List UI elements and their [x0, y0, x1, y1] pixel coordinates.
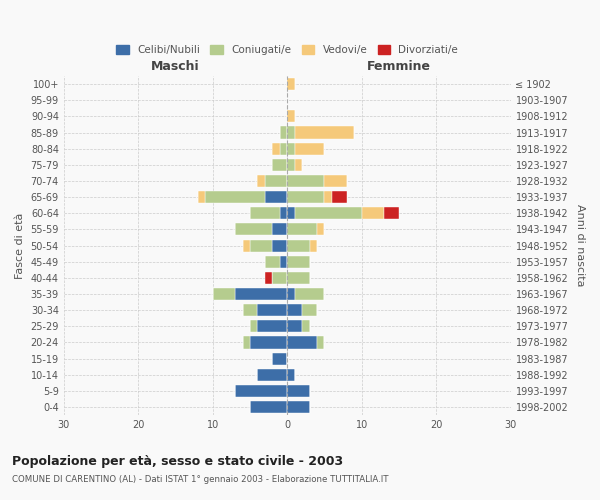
Bar — [287, 207, 295, 220]
Bar — [287, 320, 302, 332]
Text: Maschi: Maschi — [151, 60, 200, 73]
Bar — [295, 288, 325, 300]
Bar — [287, 385, 310, 397]
Bar — [265, 272, 272, 284]
Bar — [242, 240, 250, 252]
Bar — [287, 401, 310, 413]
Bar — [325, 191, 332, 203]
Bar — [272, 352, 287, 364]
Bar — [287, 256, 310, 268]
Bar — [287, 240, 310, 252]
Bar — [287, 126, 295, 138]
Bar — [242, 336, 250, 348]
Bar — [295, 126, 354, 138]
Bar — [257, 304, 287, 316]
Bar — [257, 368, 287, 381]
Bar — [287, 78, 295, 90]
Bar — [302, 304, 317, 316]
Bar — [198, 191, 205, 203]
Bar — [287, 304, 302, 316]
Bar — [287, 288, 295, 300]
Bar — [280, 126, 287, 138]
Bar — [280, 207, 287, 220]
Bar — [265, 175, 287, 187]
Bar — [325, 175, 347, 187]
Bar — [310, 240, 317, 252]
Bar — [287, 110, 295, 122]
Bar — [250, 401, 287, 413]
Bar — [287, 336, 317, 348]
Bar — [242, 304, 257, 316]
Legend: Celibi/Nubili, Coniugati/e, Vedovi/e, Divorziati/e: Celibi/Nubili, Coniugati/e, Vedovi/e, Di… — [112, 40, 463, 59]
Bar — [250, 336, 287, 348]
Bar — [235, 288, 287, 300]
Bar — [332, 191, 347, 203]
Bar — [287, 159, 295, 171]
Text: Femmine: Femmine — [367, 60, 431, 73]
Bar — [317, 336, 325, 348]
Bar — [235, 385, 287, 397]
Bar — [295, 142, 325, 154]
Bar — [287, 191, 325, 203]
Bar — [272, 224, 287, 235]
Y-axis label: Anni di nascita: Anni di nascita — [575, 204, 585, 287]
Bar — [265, 191, 287, 203]
Bar — [272, 159, 287, 171]
Bar — [280, 256, 287, 268]
Bar — [280, 142, 287, 154]
Bar — [287, 175, 325, 187]
Bar — [317, 224, 325, 235]
Bar — [287, 368, 295, 381]
Bar — [287, 272, 310, 284]
Bar — [250, 207, 280, 220]
Bar — [272, 240, 287, 252]
Bar — [295, 207, 362, 220]
Bar — [250, 320, 257, 332]
Bar — [384, 207, 399, 220]
Bar — [272, 142, 280, 154]
Bar — [235, 224, 272, 235]
Bar — [272, 272, 287, 284]
Text: COMUNE DI CARENTINO (AL) - Dati ISTAT 1° gennaio 2003 - Elaborazione TUTTITALIA.: COMUNE DI CARENTINO (AL) - Dati ISTAT 1°… — [12, 475, 389, 484]
Bar — [302, 320, 310, 332]
Bar — [250, 240, 272, 252]
Bar — [205, 191, 265, 203]
Bar — [257, 320, 287, 332]
Bar — [295, 159, 302, 171]
Bar — [287, 224, 317, 235]
Text: Popolazione per età, sesso e stato civile - 2003: Popolazione per età, sesso e stato civil… — [12, 455, 343, 468]
Bar — [213, 288, 235, 300]
Bar — [287, 142, 295, 154]
Bar — [362, 207, 384, 220]
Bar — [265, 256, 280, 268]
Bar — [257, 175, 265, 187]
Y-axis label: Fasce di età: Fasce di età — [15, 212, 25, 279]
